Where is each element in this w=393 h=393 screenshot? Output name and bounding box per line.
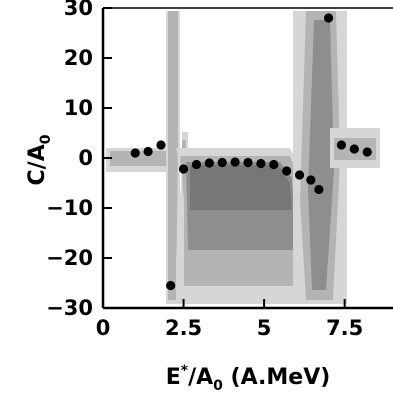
y-tick-label: 0 bbox=[78, 146, 93, 170]
data-point bbox=[156, 140, 166, 150]
data-point bbox=[230, 157, 240, 167]
y-tick-label: 30 bbox=[64, 0, 93, 20]
x-tick-label: 7.5 bbox=[326, 316, 363, 340]
data-point bbox=[306, 175, 316, 185]
data-point bbox=[323, 13, 334, 23]
y-tick-label: −20 bbox=[46, 246, 93, 270]
uncertainty-bands bbox=[106, 11, 380, 304]
data-point bbox=[349, 144, 359, 154]
data-point bbox=[314, 184, 324, 195]
data-point bbox=[166, 280, 176, 291]
band-left-spike-mid bbox=[168, 11, 178, 300]
band-mid-darkest bbox=[190, 165, 292, 210]
data-point bbox=[204, 158, 214, 168]
data-point bbox=[269, 159, 279, 170]
data-points bbox=[130, 13, 372, 291]
data-point bbox=[130, 148, 140, 158]
data-point bbox=[143, 146, 153, 157]
data-point bbox=[256, 158, 266, 169]
x-tick-label: 2.5 bbox=[165, 316, 202, 340]
data-point bbox=[178, 164, 189, 174]
data-point bbox=[336, 140, 347, 150]
ticks: −30 −20 −10 0 10 20 30 0 2.5 5 7.5 bbox=[46, 0, 363, 340]
x-axis-label: E*/A0 (A.MeV) bbox=[166, 363, 331, 393]
band-right-dark bbox=[308, 20, 334, 290]
x-tick-label: 5 bbox=[257, 316, 272, 340]
data-point bbox=[191, 159, 202, 170]
y-tick-label: −30 bbox=[46, 296, 93, 320]
data-point bbox=[243, 157, 253, 168]
x-tick-label: 0 bbox=[96, 316, 111, 340]
y-tick-label: −10 bbox=[46, 196, 93, 220]
data-point bbox=[294, 170, 305, 180]
data-point bbox=[362, 147, 372, 157]
data-point bbox=[282, 166, 292, 176]
y-tick-label: 10 bbox=[64, 96, 93, 120]
data-point bbox=[217, 157, 227, 168]
y-tick-label: 20 bbox=[64, 46, 93, 70]
y-axis-label: C/A0 bbox=[25, 134, 54, 185]
